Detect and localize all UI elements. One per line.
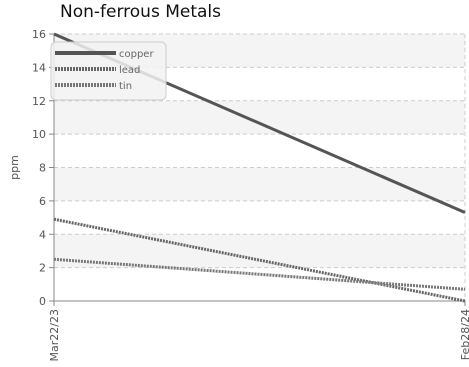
x-tick-labels: Mar22/23 Feb28/24 bbox=[48, 301, 469, 361]
legend: copper lead tin bbox=[50, 41, 167, 101]
legend-label-lead: lead bbox=[119, 65, 140, 76]
plot-band bbox=[54, 234, 465, 268]
legend-label-tin: tin bbox=[119, 81, 132, 92]
y-tick-label: 6 bbox=[39, 195, 46, 208]
series-line-lead bbox=[53, 217, 466, 303]
y-tick-label: 4 bbox=[39, 228, 46, 241]
x-tick-label: Mar22/23 bbox=[48, 309, 61, 361]
x-tick-label: Feb28/24 bbox=[459, 309, 469, 360]
y-tick-label: 10 bbox=[32, 128, 46, 141]
y-tick-label: 12 bbox=[32, 95, 46, 108]
y-tick-label: 16 bbox=[32, 28, 46, 41]
y-tick-label: 14 bbox=[32, 61, 46, 74]
series-line-tin bbox=[53, 257, 466, 291]
y-axis-label: ppm bbox=[8, 155, 21, 180]
y-tick-label: 2 bbox=[39, 262, 46, 275]
y-tick-label: 0 bbox=[39, 295, 46, 308]
y-tick-labels: 0 2 4 6 8 10 12 14 16 bbox=[32, 28, 46, 308]
y-tick-label: 8 bbox=[39, 162, 46, 175]
plot-band bbox=[54, 100, 465, 135]
legend-label-copper: copper bbox=[119, 49, 154, 60]
chart-title: Non-ferrous Metals bbox=[60, 2, 222, 22]
